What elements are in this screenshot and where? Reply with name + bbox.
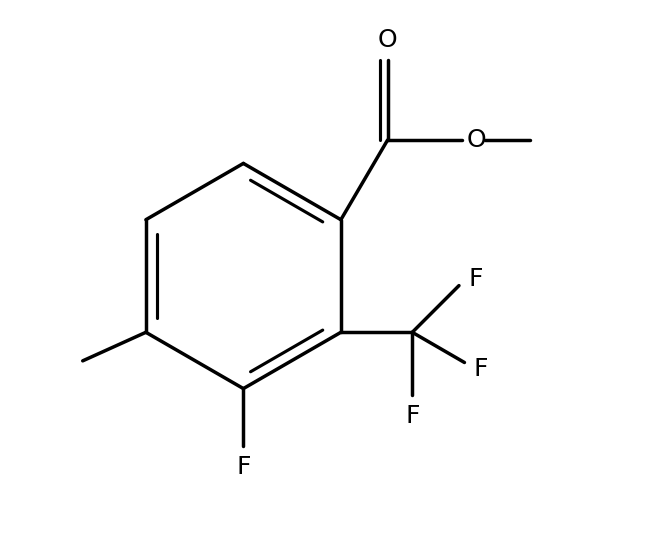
Text: F: F [474,357,488,381]
Text: F: F [236,455,250,479]
Text: F: F [468,267,483,291]
Text: O: O [378,28,397,51]
Text: F: F [405,404,420,428]
Text: O: O [467,128,486,152]
